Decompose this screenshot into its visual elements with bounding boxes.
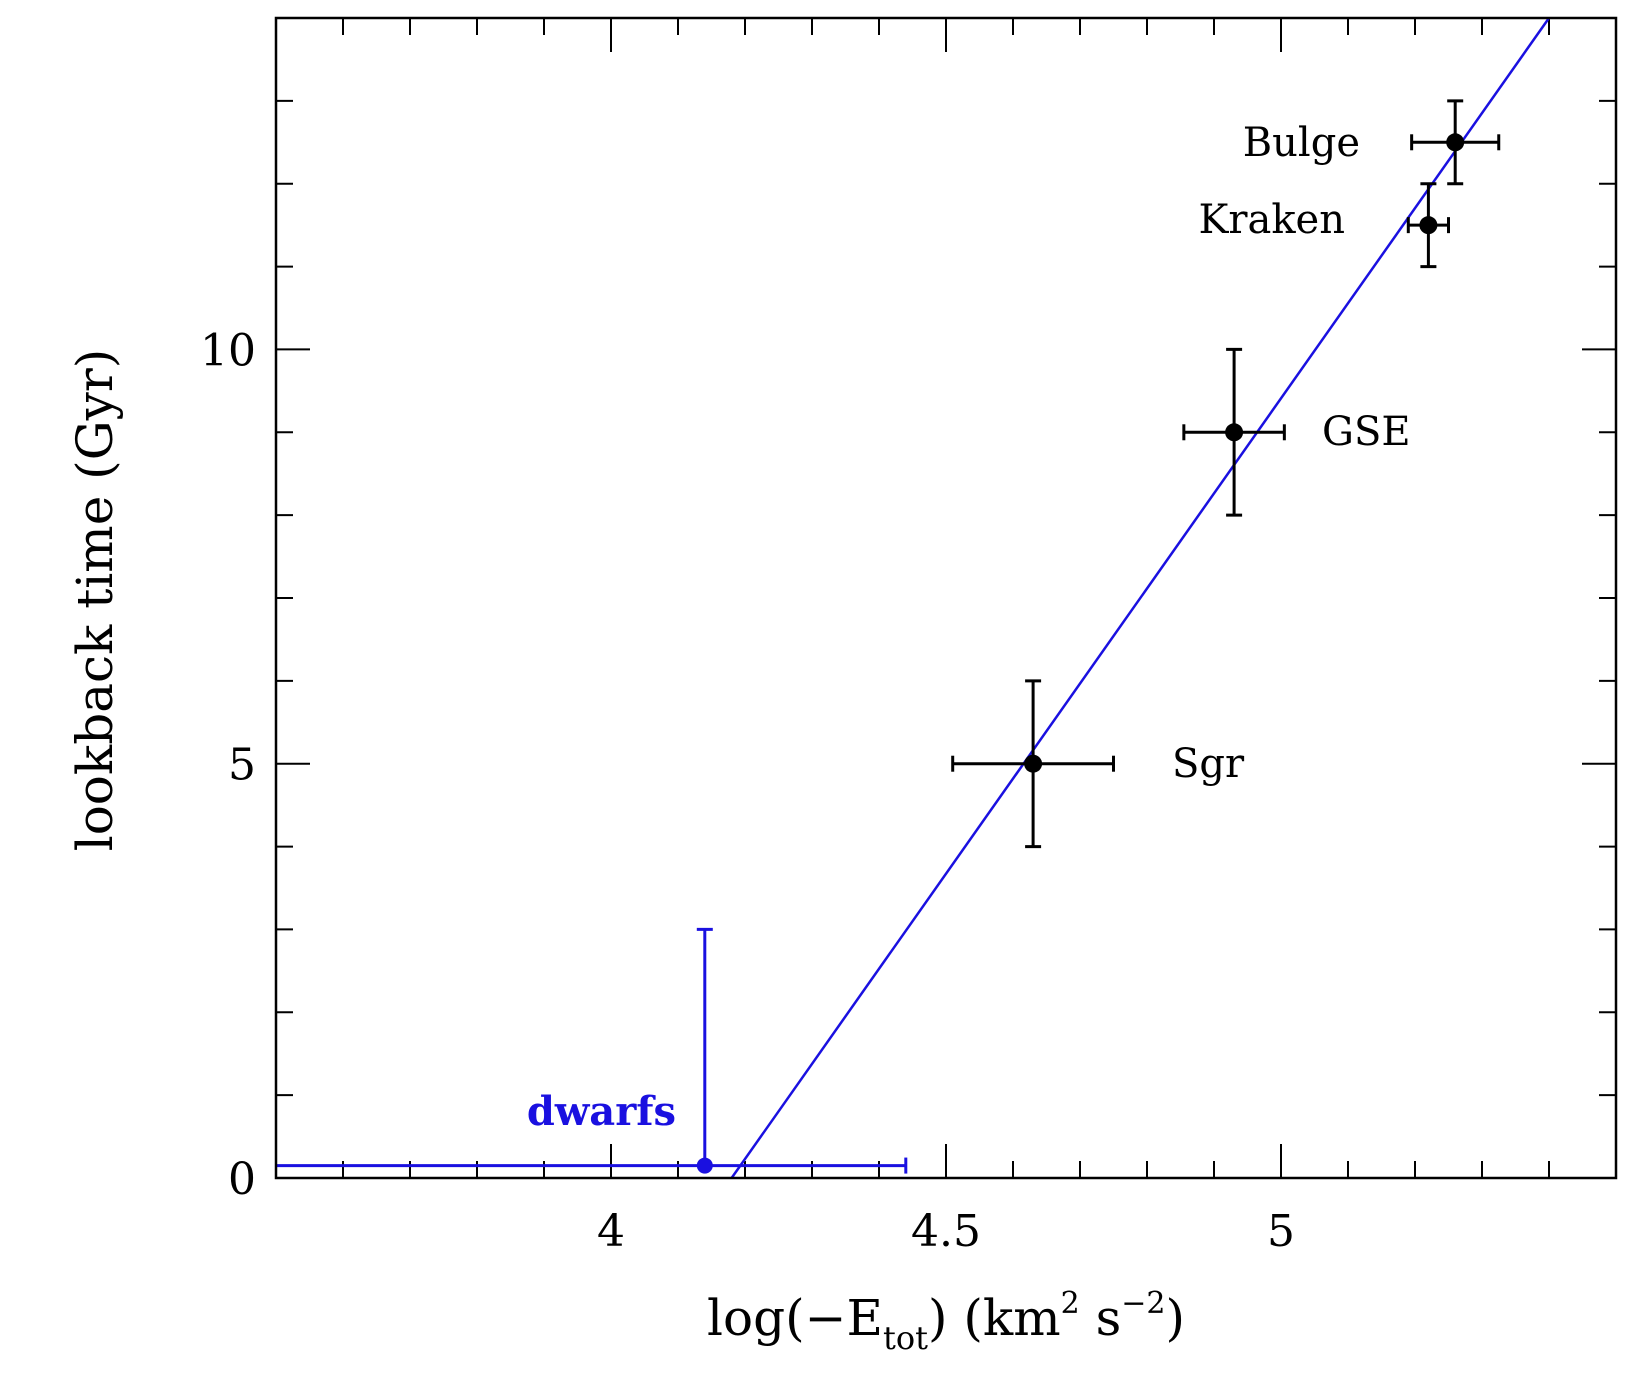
data-marker bbox=[1024, 754, 1043, 773]
y-tick-label: 5 bbox=[228, 740, 256, 791]
data-points: Bulge Kraken GSE Sgr bbox=[951, 99, 1501, 849]
data-marker bbox=[1446, 133, 1465, 152]
x-tick-label: 5 bbox=[1267, 1206, 1295, 1257]
y-tick-label: 10 bbox=[200, 325, 256, 376]
dwarfs-marker bbox=[696, 1157, 713, 1174]
plot-frame bbox=[274, 16, 1618, 1180]
axis-ticks bbox=[276, 18, 1616, 1178]
data-point-kraken bbox=[1406, 182, 1450, 269]
dwarfs-group: dwarfs bbox=[276, 927, 908, 1174]
point-label-sgr: Sgr bbox=[1172, 741, 1245, 787]
fit-line bbox=[730, 17, 1551, 1179]
point-label-bulge: Bulge bbox=[1243, 120, 1360, 166]
x-axis-title: log(−Etot) (km2 s−2) bbox=[707, 1286, 1185, 1357]
data-point-sgr bbox=[951, 679, 1115, 849]
point-label-kraken: Kraken bbox=[1198, 197, 1345, 243]
tick-labels: 4 4.5 5 0 5 10 bbox=[200, 325, 1295, 1257]
data-point-gse bbox=[1182, 347, 1286, 517]
data-marker bbox=[1419, 216, 1438, 235]
data-marker bbox=[1225, 423, 1244, 442]
data-point-bulge bbox=[1410, 99, 1501, 186]
x-tick-label: 4.5 bbox=[911, 1206, 981, 1257]
point-label-gse: GSE bbox=[1322, 409, 1411, 455]
fit-line-group bbox=[730, 17, 1551, 1179]
y-axis-title: lookback time (Gyr) bbox=[66, 349, 124, 852]
dwarfs-label: dwarfs bbox=[527, 1088, 676, 1135]
x-tick-label: 4 bbox=[597, 1206, 625, 1257]
y-tick-label: 0 bbox=[228, 1154, 256, 1205]
